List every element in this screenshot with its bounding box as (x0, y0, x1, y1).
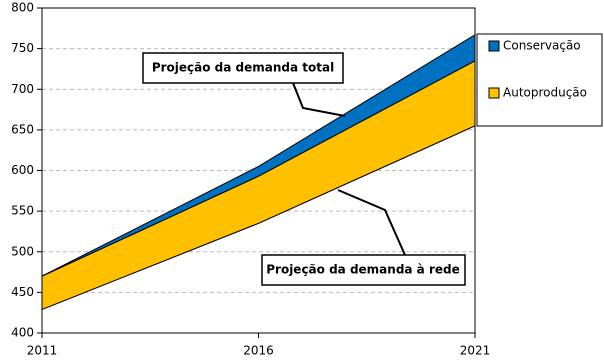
y-tick-label: 550 (11, 204, 34, 218)
annotation-box (261, 254, 466, 286)
y-tick-label: 700 (11, 82, 34, 96)
y-tick-label: 650 (11, 122, 34, 136)
y-tick-label: 450 (11, 285, 34, 299)
y-tick-label: 800 (11, 1, 34, 15)
annotation-box (142, 52, 344, 84)
y-tick-label: 600 (11, 163, 34, 177)
y-tick-label: 500 (11, 244, 34, 258)
legend-swatch (488, 40, 500, 52)
y-tick-label: 400 (11, 326, 34, 340)
y-tick-label: 750 (11, 41, 34, 55)
annotation: Projeção da demanda à rede (266, 263, 460, 277)
leader-line (337, 189, 406, 256)
annotation: Projeção da demanda total (152, 61, 334, 75)
leader-line (292, 82, 346, 117)
plot-frame (41, 7, 476, 334)
legend-label: Autoprodução (503, 86, 587, 100)
x-tick-label: 2021 (460, 344, 491, 358)
x-tick-label: 2016 (243, 344, 274, 358)
legend-swatch (488, 87, 500, 99)
x-tick-label: 2011 (27, 344, 58, 358)
legend-label: Conservação (503, 39, 581, 53)
